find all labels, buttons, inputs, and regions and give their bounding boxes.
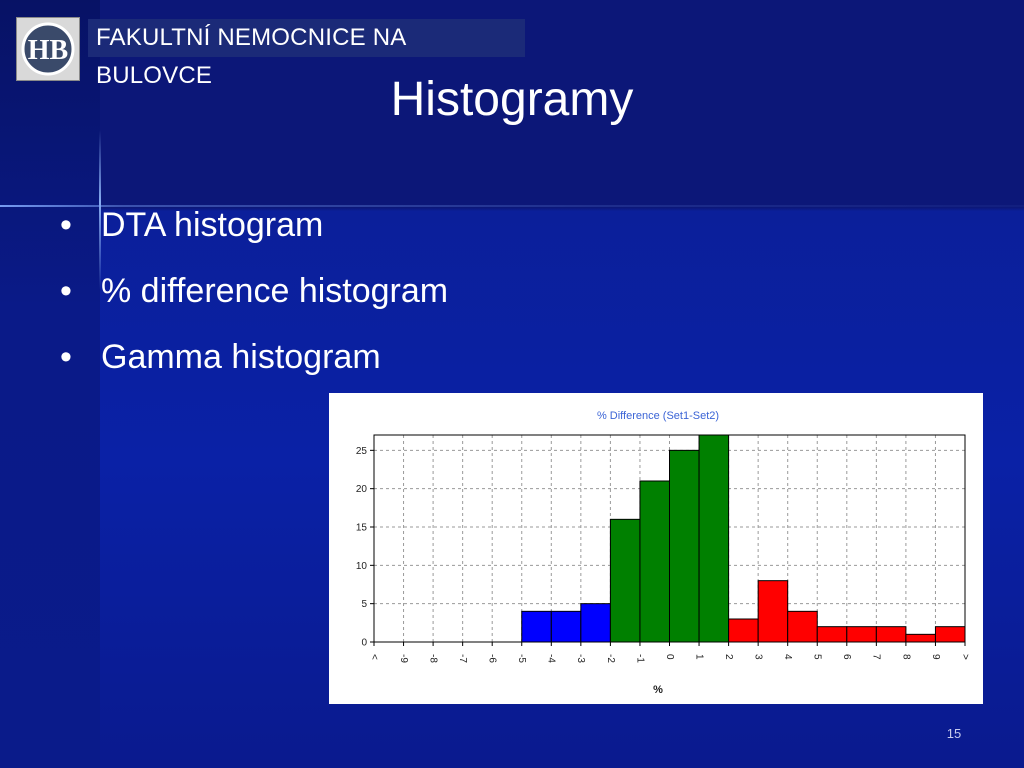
- x-tick-label: >: [959, 654, 970, 660]
- logo-letters: HB: [28, 35, 68, 66]
- y-tick-label: 25: [356, 446, 368, 457]
- x-tick-label: 2: [723, 654, 734, 660]
- x-tick-label: -8: [427, 654, 438, 663]
- y-tick-label: 20: [356, 484, 368, 495]
- page-number: 15: [946, 726, 962, 741]
- x-tick-label: 9: [930, 654, 941, 660]
- bullet-item: • Gamma histogram: [60, 324, 448, 390]
- y-axis-ticks: 0 5 10 15 20 25: [356, 446, 374, 649]
- bullet-marker: •: [60, 206, 72, 244]
- bullet-list: • DTA histogram • % difference histogram •…: [60, 192, 448, 390]
- histogram-bar: [521, 610, 552, 643]
- x-tick-label: -4: [546, 654, 557, 663]
- x-axis-label: %: [653, 684, 663, 696]
- histogram-bar: [609, 518, 641, 643]
- x-tick-label: -3: [575, 654, 586, 663]
- hospital-name: FAKULTNÍ NEMOCNICE NA BULOVCE: [88, 19, 525, 89]
- x-tick-label: -1: [634, 654, 645, 663]
- x-tick-label: 1: [693, 654, 704, 660]
- histogram-bar: [816, 626, 848, 643]
- histogram-bar: [580, 603, 611, 643]
- x-tick-label: 5: [812, 654, 823, 660]
- x-tick-label: -2: [605, 654, 616, 663]
- histogram-bar: [698, 434, 730, 643]
- histogram-bar: [639, 480, 671, 643]
- decorative-vertical-line: [99, 130, 101, 290]
- x-tick-label: 4: [782, 654, 793, 660]
- decorative-horizontal-line: [0, 205, 1024, 207]
- histogram-bar: [669, 449, 700, 643]
- histogram-bar: [875, 626, 907, 643]
- histogram-bar: [905, 633, 936, 643]
- y-tick-label: 5: [361, 599, 367, 610]
- bullet-label: DTA histogram: [101, 206, 324, 244]
- hospital-logo: HB: [16, 17, 80, 81]
- chart-bars: [521, 434, 966, 643]
- x-tick-label: <: [368, 654, 379, 660]
- x-tick-label: -6: [487, 654, 498, 663]
- histogram-bar: [728, 618, 759, 643]
- plot-frame: [373, 434, 966, 643]
- x-tick-label: 7: [871, 654, 882, 660]
- x-axis-ticks: < -9 -8 -7 -6 -5 -4 -3 -2 -1 0 1 2 3 4 5 6 7 8 9 >: [368, 642, 970, 663]
- histogram-bar: [787, 610, 818, 643]
- left-band: [0, 0, 100, 768]
- y-tick-label: 15: [356, 523, 368, 534]
- chart-title: % Difference (Set1-Set2): [597, 410, 719, 422]
- y-tick-label: 10: [356, 561, 368, 572]
- histogram-bar: [846, 626, 877, 643]
- x-tick-label: 0: [664, 654, 675, 660]
- bullet-marker: •: [60, 272, 72, 310]
- x-tick-label: -9: [398, 654, 409, 663]
- histogram-bar: [550, 610, 582, 643]
- x-tick-label: -5: [516, 654, 527, 663]
- histogram-bar: [934, 626, 966, 643]
- y-tick-label: 0: [361, 638, 367, 649]
- bullet-label: % difference histogram: [101, 272, 449, 310]
- bullet-label: Gamma histogram: [101, 338, 381, 376]
- bullet-marker: •: [60, 338, 72, 376]
- bullet-item: • % difference histogram: [60, 258, 448, 324]
- histogram-bar: [757, 580, 789, 643]
- slide-title: Histogramy: [390, 73, 634, 126]
- x-tick-label: -7: [457, 654, 468, 663]
- x-tick-label: 3: [753, 654, 764, 660]
- x-tick-label: 6: [841, 654, 852, 660]
- x-tick-label: 8: [900, 654, 911, 660]
- histogram-chart: % Difference (Set1-Set2) 0 5 10 15 20 25 < -9-…: [329, 393, 983, 704]
- bullet-item: • DTA histogram: [60, 192, 448, 258]
